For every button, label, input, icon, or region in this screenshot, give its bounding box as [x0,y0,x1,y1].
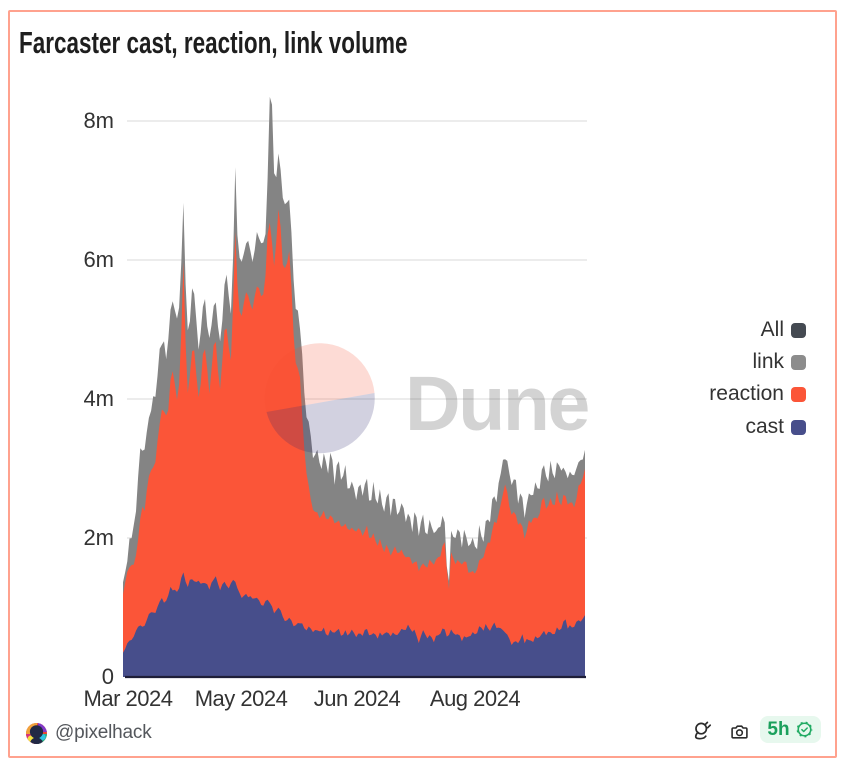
svg-text:Dune: Dune [405,361,588,447]
